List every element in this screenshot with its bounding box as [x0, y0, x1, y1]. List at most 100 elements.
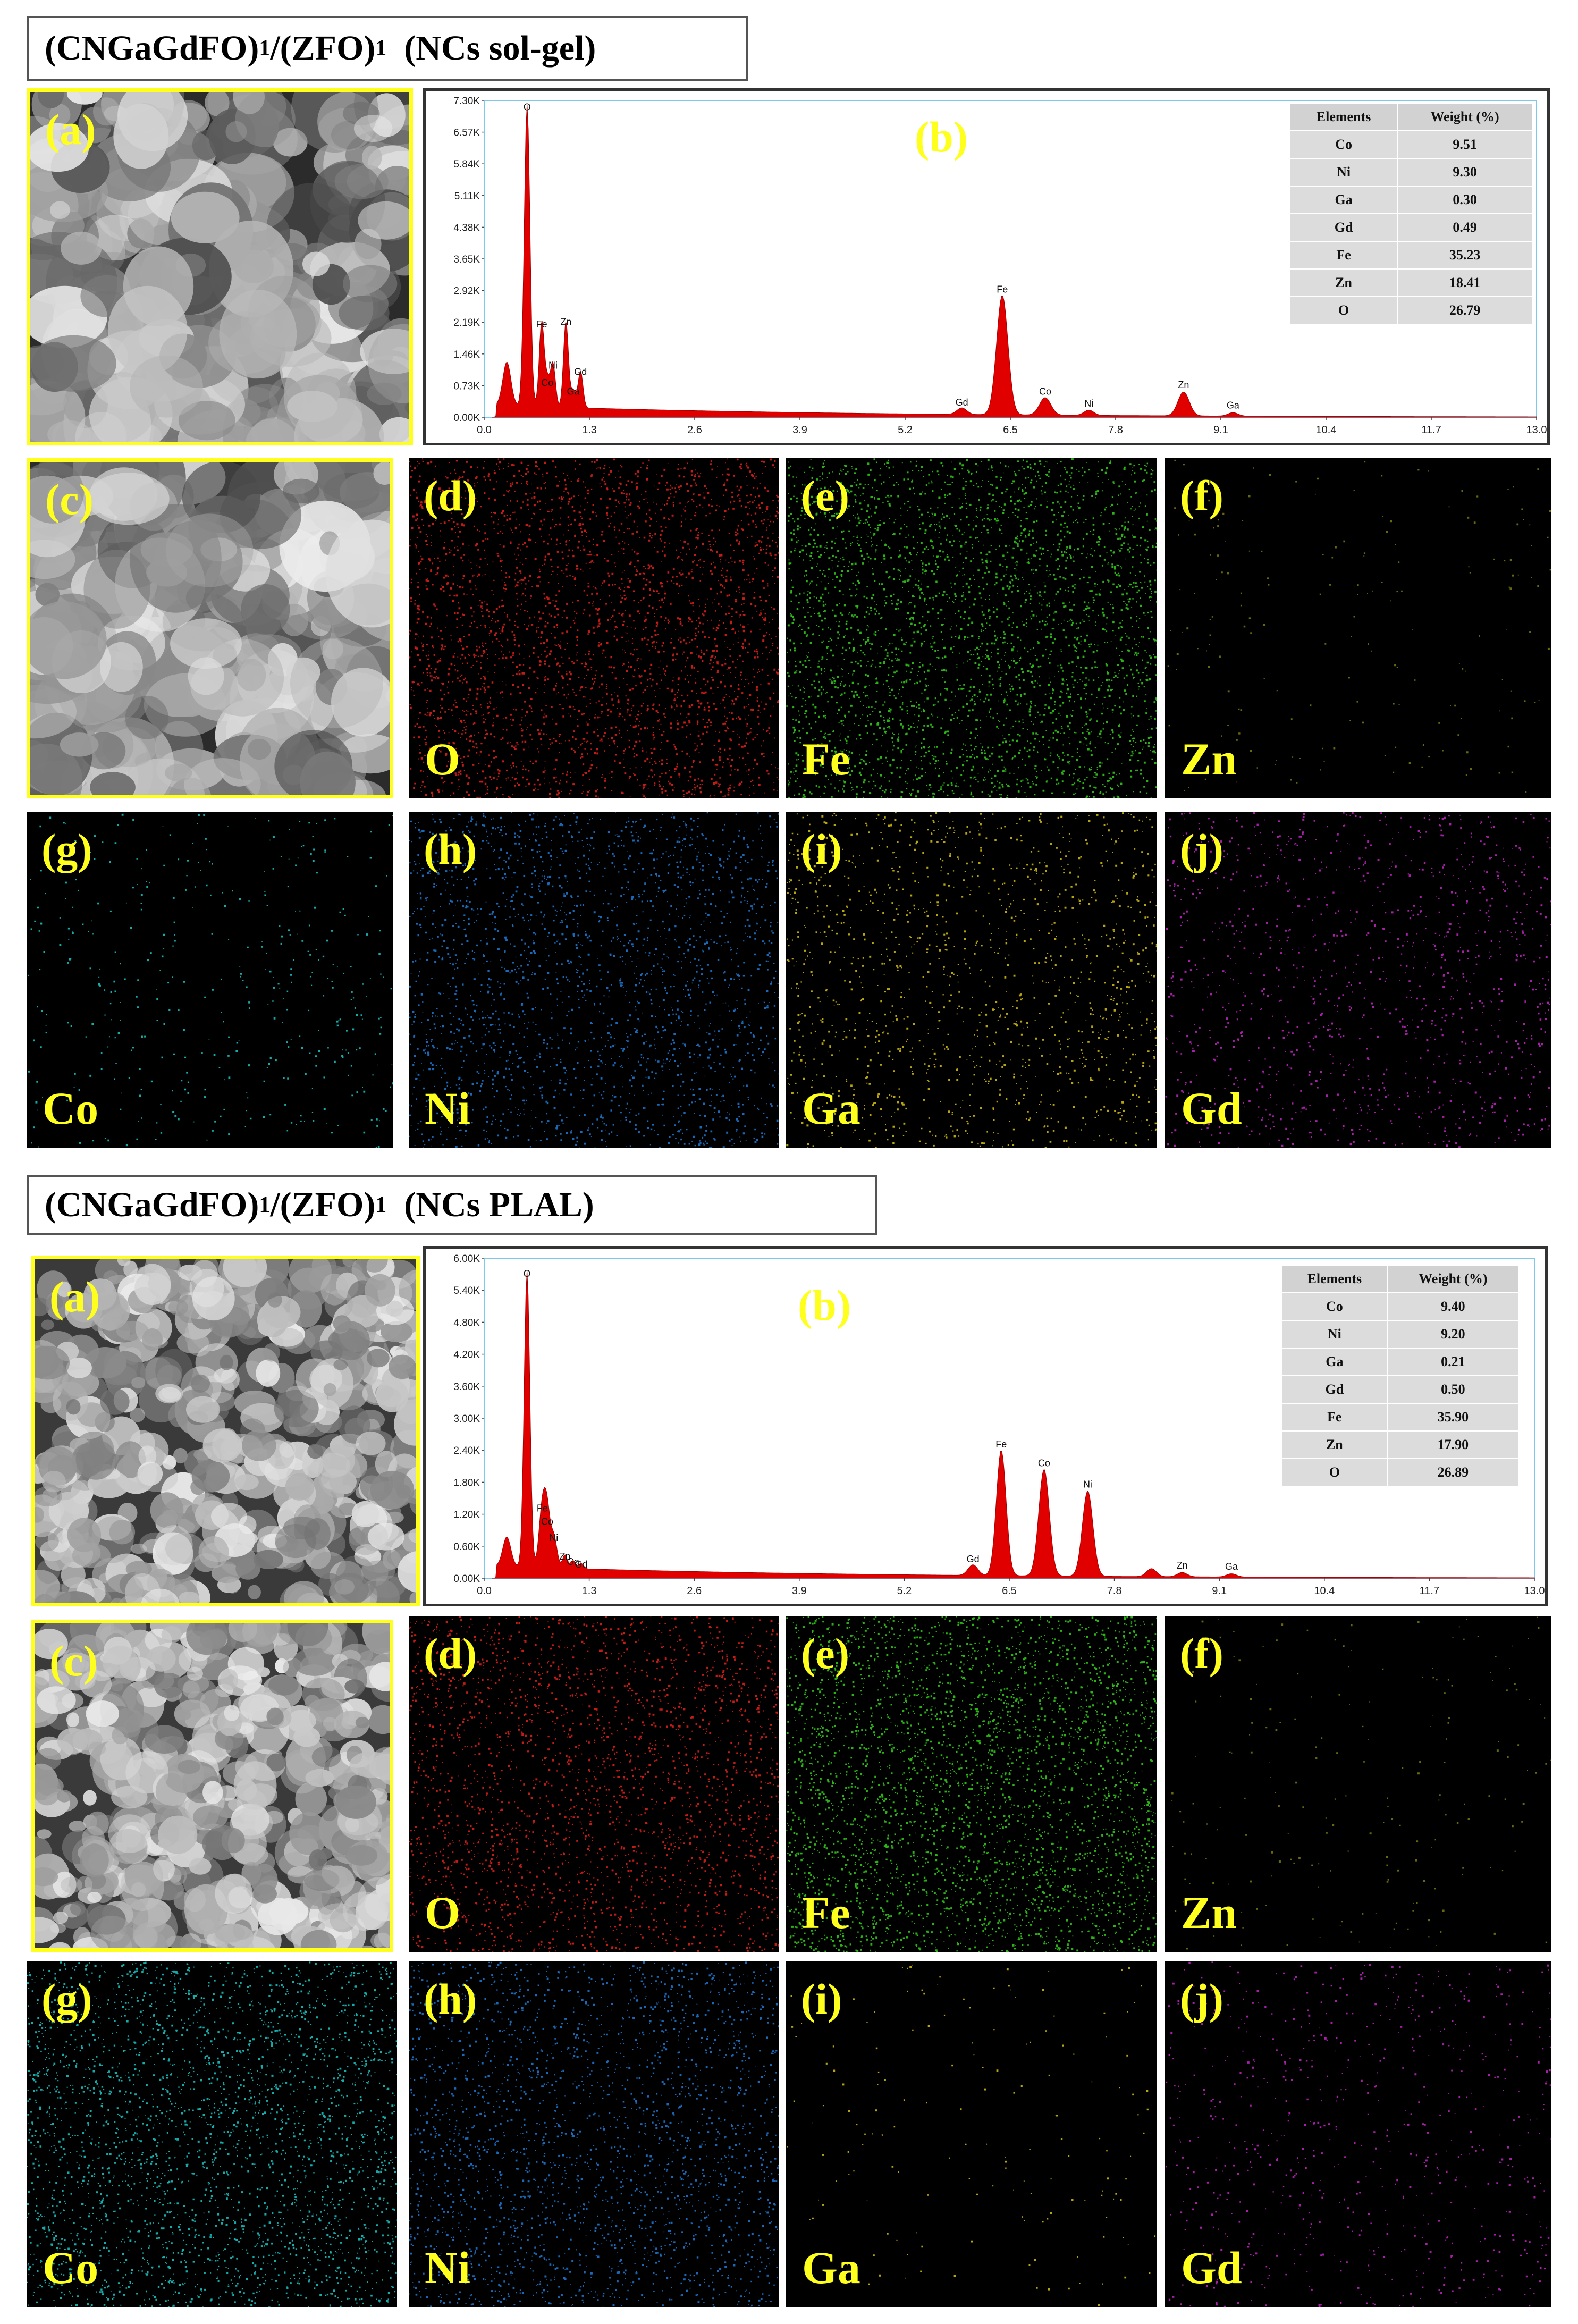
sem-grain: [344, 1679, 365, 1694]
x-tick-label: 5.2: [897, 1585, 912, 1597]
table-cell: 0.21: [1386, 1348, 1520, 1376]
peak-label: Ni: [549, 1533, 558, 1543]
peak-label: Zn: [1178, 380, 1189, 390]
element-label: Co: [43, 1083, 99, 1134]
sem-grain: [342, 102, 380, 125]
sem-grain: [190, 1374, 210, 1393]
y-tick-label: 1.46K: [453, 349, 480, 360]
sem-grain: [266, 1707, 284, 1725]
sem-grain: [367, 1705, 390, 1734]
sem-grain: [161, 1885, 178, 1901]
panel-label: (i): [801, 1975, 842, 2023]
sem-grain: [83, 1347, 127, 1379]
sem-grain: [186, 1623, 227, 1655]
ga-map: [786, 812, 1157, 1148]
x-tick-label: 10.4: [1314, 1585, 1335, 1597]
map-background: [786, 812, 1157, 1148]
sem-grain: [221, 1828, 245, 1853]
table-header: Weight (%): [1397, 103, 1533, 131]
sem-grain: [266, 1753, 286, 1772]
sem-grain: [30, 743, 83, 795]
sem-grain: [120, 1861, 164, 1911]
sem-grain: [367, 1523, 404, 1551]
sem-grain: [273, 128, 308, 157]
table-row: Fe 35.90: [1281, 1403, 1520, 1432]
sem-grain: [150, 1492, 184, 1528]
sem-grain: [198, 1536, 229, 1568]
sem-grain: [125, 1561, 152, 1577]
peak-label: Co: [541, 1517, 553, 1527]
sem-grain: [178, 401, 235, 441]
sem-grain: [380, 1321, 412, 1343]
y-tick-label: 6.57K: [453, 128, 480, 139]
table-cell: 26.89: [1386, 1458, 1520, 1487]
sem-grain: [316, 1453, 350, 1478]
title-tail: (NCs PLAL): [386, 1185, 594, 1224]
sem-grain: [223, 1259, 267, 1287]
sem-grain: [35, 1594, 56, 1603]
table-row: Gd 0.50: [1281, 1375, 1520, 1404]
sem-grain: [164, 764, 192, 782]
sem-grain: [241, 584, 290, 635]
gd-map: [1165, 812, 1551, 1148]
sem-grain: [248, 1585, 261, 1599]
table-cell: 9.40: [1386, 1292, 1520, 1321]
sem-grain: [334, 164, 389, 199]
sem-image-a: (a): [31, 1256, 420, 1606]
table-cell: 35.23: [1397, 241, 1533, 270]
sem-grain: [302, 1678, 345, 1711]
sem-grain: [208, 311, 283, 374]
sem-grain: [333, 1315, 351, 1332]
sem-grain: [355, 1544, 379, 1560]
sem-grain: [242, 1429, 276, 1461]
element-label: Ni: [425, 1083, 470, 1134]
sem-grain: [224, 1705, 240, 1722]
y-tick-label: 3.65K: [453, 254, 480, 265]
sem-grain: [168, 1403, 189, 1428]
sem-grain: [60, 1877, 82, 1893]
peak-label: Gd: [967, 1554, 980, 1564]
sem-grain: [367, 1349, 390, 1368]
sem-grain: [80, 1670, 112, 1698]
table-cell: 18.41: [1397, 268, 1533, 297]
sem-grain: [35, 1867, 58, 1887]
panel-label: (g): [41, 1975, 92, 2023]
sem-grain: [389, 1354, 416, 1379]
sem-grain: [263, 1533, 287, 1549]
x-tick-label: 7.8: [1108, 424, 1123, 436]
sem-grain: [240, 1403, 284, 1433]
sem-grain: [272, 1328, 304, 1349]
sem-grain: [127, 218, 155, 249]
sem-grain: [233, 386, 279, 427]
sem-grain: [90, 1915, 133, 1948]
sem-grain: [130, 504, 222, 613]
element-label: Co: [43, 2242, 99, 2293]
title-main: (CNGaGdFO): [45, 1185, 259, 1224]
sem-grain: [365, 1274, 395, 1307]
peak-label: O: [524, 102, 531, 113]
table-row: Co 9.51: [1289, 130, 1533, 159]
peak-label: Gd: [574, 367, 587, 377]
y-tick-label: 2.92K: [453, 286, 480, 297]
y-tick-label: 4.38K: [453, 222, 480, 233]
sem-grain: [192, 1605, 207, 1606]
table-cell: Co: [1289, 130, 1398, 159]
sem-grain: [130, 1408, 145, 1422]
sem-grain: [112, 1726, 129, 1745]
sem-grain: [187, 1666, 203, 1681]
sem-grain: [282, 478, 320, 504]
fe-map: [786, 458, 1157, 798]
panel-label: (f): [1180, 471, 1223, 520]
sem-grain: [195, 1343, 238, 1383]
sem-grain: [35, 1297, 49, 1317]
table-cell: 9.51: [1397, 130, 1533, 159]
sem-grain: [360, 1259, 388, 1273]
sem-grain: [125, 695, 168, 739]
sem-grain: [144, 1725, 184, 1754]
sem-grain: [362, 145, 382, 170]
sem-grain: [295, 1782, 327, 1816]
element-map-zn: (f) Zn: [1165, 1616, 1551, 1952]
sem-grain: [108, 1829, 148, 1864]
ni-map: [409, 812, 779, 1148]
sem-grain: [349, 1752, 390, 1778]
